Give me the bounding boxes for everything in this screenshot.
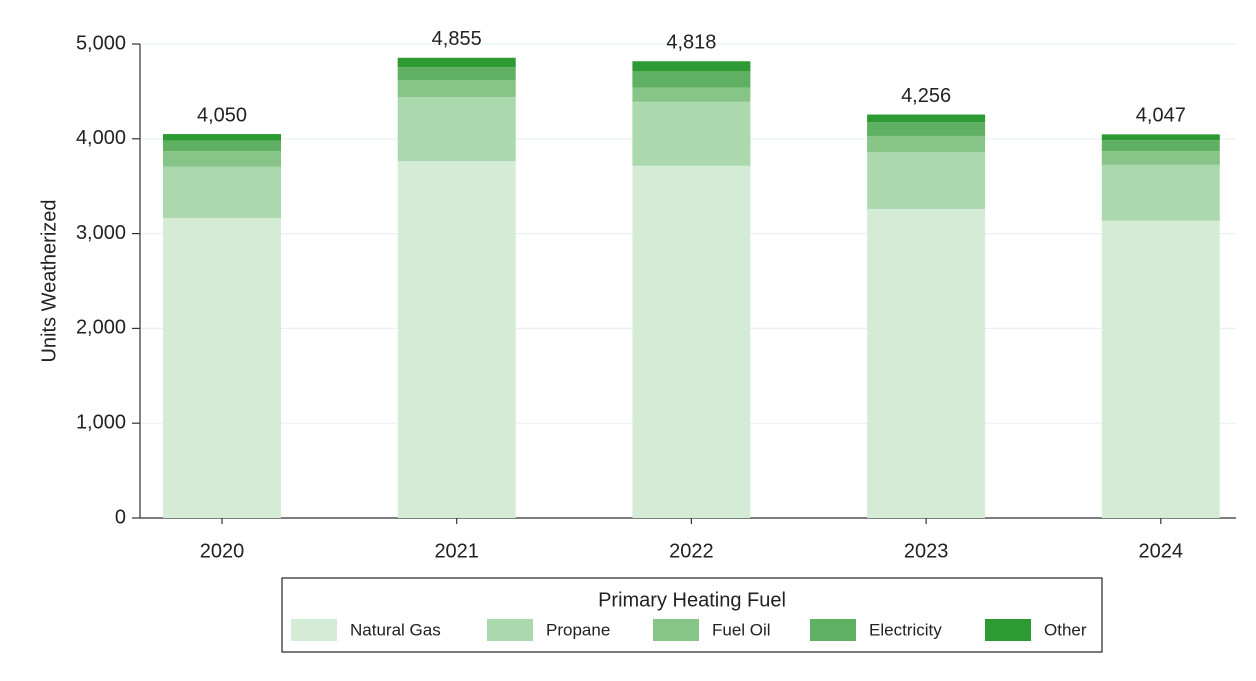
- bar-segment: [163, 134, 281, 141]
- bar-segment: [163, 151, 281, 167]
- total-label: 4,050: [197, 104, 247, 126]
- legend-label: Electricity: [869, 620, 942, 639]
- bar-segment: [397, 67, 516, 81]
- bar-segment: [1101, 140, 1220, 152]
- bar-segment: [632, 87, 751, 102]
- total-label: 4,047: [1136, 105, 1186, 127]
- y-tick-label: 0: [115, 506, 126, 528]
- bar-segment: [163, 140, 281, 152]
- bar-segment: [397, 97, 516, 162]
- legend-title: Primary Heating Fuel: [598, 589, 786, 611]
- bar-segment: [632, 61, 751, 72]
- legend-swatch: [291, 619, 337, 641]
- y-tick-label: 1,000: [76, 411, 126, 433]
- legend-label: Natural Gas: [350, 620, 441, 639]
- total-label: 4,256: [901, 85, 951, 107]
- y-axis-label: Units Weatherized: [38, 199, 60, 362]
- bar-segment: [1101, 134, 1220, 141]
- y-tick-label: 3,000: [76, 222, 126, 244]
- bar-segment: [867, 208, 986, 518]
- bar-segment: [632, 165, 751, 518]
- x-tick-label: 2022: [669, 540, 714, 562]
- total-label: 4,818: [666, 32, 716, 54]
- legend-label: Other: [1044, 620, 1087, 639]
- bar-segment: [163, 166, 281, 218]
- bar-segment: [867, 122, 986, 136]
- legend-label: Propane: [546, 620, 610, 639]
- legend-label: Fuel Oil: [712, 620, 771, 639]
- bar-segment: [397, 161, 516, 518]
- bar-segment: [1101, 220, 1220, 518]
- bar-segment: [867, 135, 986, 153]
- x-tick-label: 2024: [1139, 540, 1184, 562]
- legend-swatch: [985, 619, 1031, 641]
- bar-segment: [163, 217, 281, 518]
- bar-segment: [867, 152, 986, 209]
- total-label: 4,855: [432, 28, 482, 50]
- y-tick-label: 5,000: [76, 32, 126, 54]
- bar-segment: [867, 114, 986, 123]
- bar-segment: [397, 57, 516, 68]
- legend-swatch: [810, 619, 856, 641]
- bar-segment: [632, 71, 751, 88]
- bar-segment: [632, 101, 751, 166]
- bar-segment: [1101, 151, 1220, 165]
- x-tick-label: 2021: [434, 540, 479, 562]
- legend-swatch: [487, 619, 533, 641]
- x-tick-label: 2023: [904, 540, 949, 562]
- y-tick-label: 2,000: [76, 317, 126, 339]
- bar-segment: [1101, 164, 1220, 221]
- y-tick-label: 4,000: [76, 127, 126, 149]
- x-tick-label: 2020: [200, 540, 245, 562]
- bar-segment: [397, 80, 516, 98]
- legend-swatch: [653, 619, 699, 641]
